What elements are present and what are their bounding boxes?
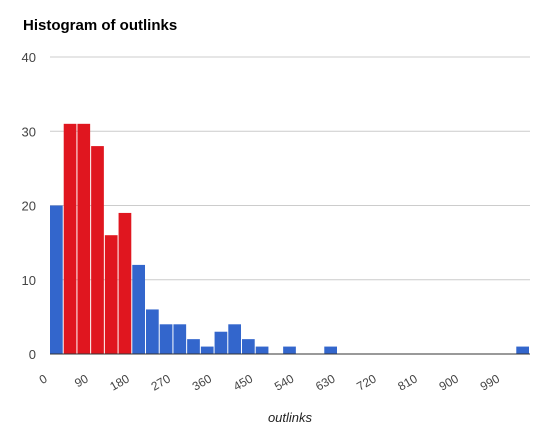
y-tick-label: 40 <box>22 50 36 65</box>
histogram-bar <box>104 235 118 354</box>
x-tick-label: 810 <box>395 371 420 393</box>
histogram-bar <box>255 346 269 354</box>
histogram-bar <box>77 123 91 354</box>
x-axis-label: outlinks <box>268 410 313 425</box>
gridlines <box>50 56 530 281</box>
x-tick-label: 720 <box>354 371 379 393</box>
x-tick-label: 900 <box>437 371 462 393</box>
histogram-bar <box>132 264 145 354</box>
x-tick-label: 540 <box>272 371 297 393</box>
y-tick-label: 10 <box>22 273 36 288</box>
x-tick-label: 90 <box>72 371 91 390</box>
histogram-bar <box>63 123 77 354</box>
histogram-bar <box>91 146 104 354</box>
histogram-bar <box>324 346 337 354</box>
histogram-bar <box>242 339 255 354</box>
histogram-bar <box>118 212 132 354</box>
histogram-bar <box>283 346 296 354</box>
histogram-bar <box>146 309 159 354</box>
y-tick-label: 30 <box>22 124 36 139</box>
x-axis-ticks: 0 90 180 270 360 450 540 630 720 810 900 990 <box>37 371 503 393</box>
histogram-bar <box>214 331 228 354</box>
y-axis-ticks: 0 10 20 30 40 <box>22 50 36 362</box>
histogram-bar <box>228 324 241 354</box>
histogram-bar <box>187 339 200 354</box>
histogram-bar <box>159 324 173 354</box>
histogram-bar <box>200 346 214 354</box>
x-tick-label: 630 <box>313 371 338 393</box>
chart-title: Histogram of outlinks <box>23 17 177 34</box>
x-tick-label: 270 <box>149 371 174 393</box>
histogram-bar <box>516 346 529 354</box>
y-tick-label: 20 <box>22 199 36 214</box>
y-tick-label: 0 <box>29 347 36 362</box>
x-tick-label: 360 <box>190 371 215 393</box>
bars <box>50 123 529 354</box>
x-tick-label: 180 <box>107 371 132 393</box>
histogram-bar <box>50 205 63 354</box>
x-tick-label: 450 <box>231 371 256 393</box>
x-tick-label: 990 <box>478 371 503 393</box>
x-tick-label: 0 <box>37 371 50 387</box>
histogram-bar <box>173 324 187 354</box>
